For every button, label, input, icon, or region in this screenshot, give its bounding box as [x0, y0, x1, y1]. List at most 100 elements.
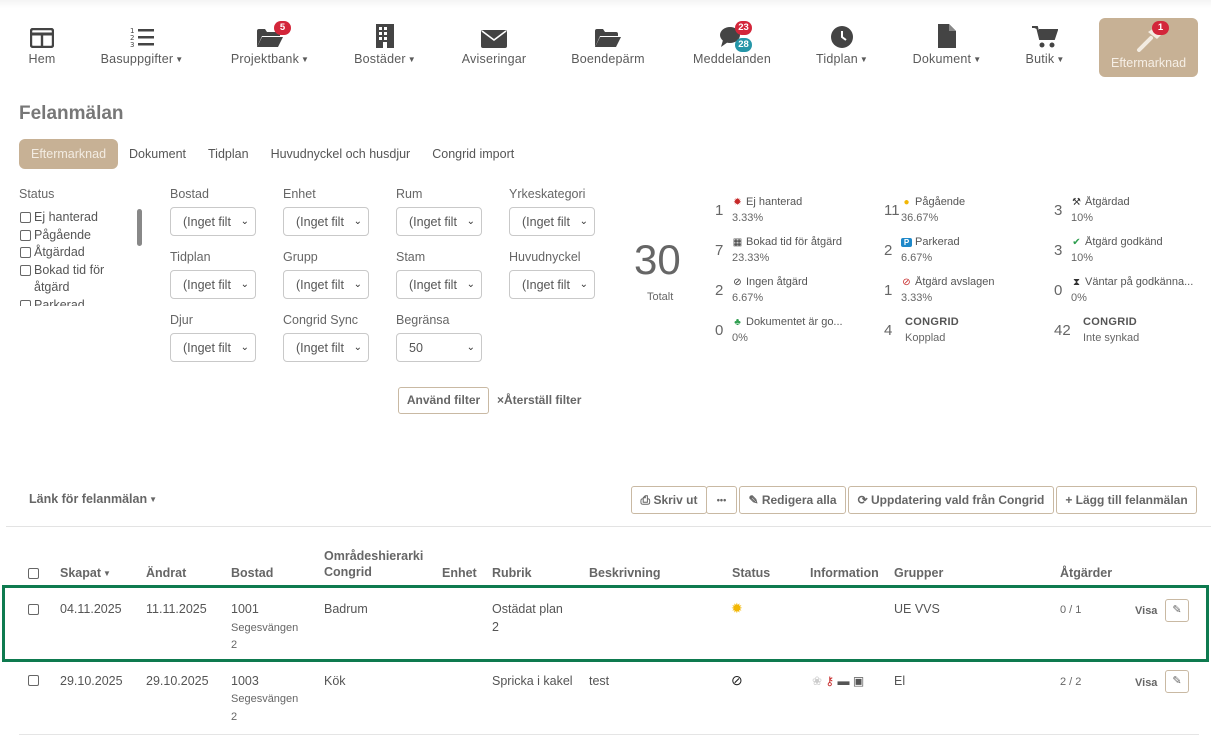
- bostad-select[interactable]: (Inget filt ⌄: [170, 207, 256, 236]
- col-andrat[interactable]: Ändrat: [146, 566, 187, 580]
- row-checkbox[interactable]: [28, 604, 39, 615]
- add-felanmalan-button[interactable]: + Lägg till felanmälan: [1056, 486, 1197, 514]
- col-skapat[interactable]: Skapat ▼: [60, 566, 111, 580]
- highlighted-row-outline: [2, 585, 1209, 662]
- col-omradeshierarki[interactable]: Områdeshierarki Congrid: [324, 549, 424, 579]
- status-filter: Status Ej hanterad Pågående Åtgärdad Bok…: [19, 187, 144, 306]
- yrkeskategori-select[interactable]: (Inget filt ⌄: [509, 207, 595, 236]
- col-information[interactable]: Information: [810, 566, 879, 580]
- cell-rubrik: Spricka i kakel: [492, 674, 573, 688]
- status-option[interactable]: Pågående: [19, 227, 139, 245]
- update-congrid-button[interactable]: ⟳ Uppdatering vald från Congrid: [848, 486, 1054, 514]
- checkbox[interactable]: [20, 264, 31, 276]
- col-bostad[interactable]: Bostad: [231, 566, 274, 580]
- col-beskrivning[interactable]: Beskrivning: [589, 566, 661, 580]
- check-icon: ✔: [1072, 237, 1081, 248]
- status-title: Status: [19, 187, 55, 201]
- nav-butik[interactable]: Butik ▼: [1021, 18, 1069, 78]
- chevron-down-icon: ⌄: [353, 216, 362, 227]
- col-status[interactable]: Status: [732, 566, 771, 580]
- nav-boendeparm[interactable]: Boendepärm: [566, 18, 650, 78]
- tab-tidplan[interactable]: Tidplan: [208, 147, 249, 161]
- projektbank-badge: 5: [274, 21, 291, 35]
- comment-icon: ▬: [837, 674, 850, 688]
- paw-icon: ❀: [812, 674, 823, 688]
- congrid-sync-select[interactable]: (Inget filt ⌄: [283, 333, 369, 362]
- tab-eftermarknad[interactable]: Eftermarknad: [19, 139, 119, 169]
- edit-row-button[interactable]: ✎: [1165, 670, 1189, 693]
- svg-text:2: 2: [130, 34, 134, 42]
- cell-rubrik-line2: 2: [492, 620, 499, 634]
- total-count: 30: [634, 236, 681, 283]
- visa-link[interactable]: Visa: [1135, 605, 1158, 617]
- reset-filter-button[interactable]: ×Återställ filter: [497, 393, 582, 407]
- cell-skapat: 29.10.2025: [60, 674, 123, 688]
- checkbox[interactable]: [20, 247, 31, 258]
- col-grupper[interactable]: Grupper: [894, 566, 944, 580]
- row-checkbox[interactable]: [28, 675, 39, 686]
- caret-down-icon: ▼: [407, 55, 416, 65]
- filter-yrkeskategori: Yrkeskategori (Inget filt ⌄: [509, 187, 599, 236]
- huvudnyckel-select[interactable]: (Inget filt ⌄: [509, 270, 595, 299]
- more-button[interactable]: •••: [706, 486, 737, 514]
- nav-aviseringar[interactable]: Aviseringar: [458, 18, 530, 78]
- cell-bostad[interactable]: 1001: [231, 602, 259, 616]
- status-scrollbar[interactable]: [137, 209, 142, 246]
- hammer-icon: ⚒: [1072, 197, 1081, 208]
- status-option[interactable]: Ej hanterad: [19, 209, 139, 227]
- caret-down-icon: ▼: [859, 55, 869, 65]
- images-icon: ▣: [852, 674, 865, 688]
- nav-projektbank[interactable]: 5 Projektbank ▼: [230, 21, 310, 66]
- filter-enhet: Enhet (Inget filt ⌄: [283, 187, 373, 236]
- sync-icon: ⟳: [857, 493, 872, 507]
- filter-djur: Djur (Inget filt ⌄: [170, 313, 260, 362]
- visa-link[interactable]: Visa: [1135, 677, 1158, 689]
- checkbox[interactable]: [20, 212, 31, 223]
- tidplan-select[interactable]: (Inget filt ⌄: [170, 270, 256, 299]
- djur-select[interactable]: (Inget filt ⌄: [170, 333, 256, 362]
- begransa-select[interactable]: 50 ⌄: [396, 333, 482, 362]
- cell-atgarder: 2 / 2: [1060, 676, 1082, 688]
- row-divider: [19, 734, 1199, 735]
- nav-bostader[interactable]: Bostäder ▼: [351, 18, 419, 78]
- status-option[interactable]: Åtgärdad: [19, 244, 139, 262]
- print-button[interactable]: ⎙ Skriv ut: [631, 486, 707, 514]
- status-option[interactable]: Parkerad: [19, 297, 139, 306]
- tab-congrid-import[interactable]: Congrid import: [432, 147, 515, 161]
- pencil-icon: ✎: [1172, 675, 1182, 687]
- col-enhet[interactable]: Enhet: [442, 566, 477, 580]
- tab-dokument[interactable]: Dokument: [129, 147, 187, 161]
- enhet-select[interactable]: (Inget filt ⌄: [283, 207, 369, 236]
- edit-all-button[interactable]: ✎ Redigera alla: [739, 486, 846, 514]
- chevron-down-icon: ⌄: [353, 342, 362, 353]
- nav-eftermarknad[interactable]: 1 Eftermarknad: [1099, 18, 1198, 77]
- svg-text:3: 3: [130, 41, 134, 48]
- link-felanmalan-dropdown[interactable]: Länk för felanmälan ▼: [29, 492, 158, 506]
- tab-huvudnyckel[interactable]: Huvudnyckel och husdjur: [270, 147, 411, 161]
- stam-select[interactable]: (Inget filt ⌄: [396, 270, 482, 299]
- select-all-checkbox[interactable]: [28, 568, 39, 579]
- rum-select[interactable]: (Inget filt ⌄: [396, 207, 482, 236]
- folder-icon: [595, 29, 621, 47]
- col-rubrik[interactable]: Rubrik: [492, 566, 532, 580]
- filter-tidplan: Tidplan (Inget filt ⌄: [170, 250, 260, 299]
- chevron-down-icon: ⌄: [466, 342, 475, 353]
- nav-dokument[interactable]: Dokument ▼: [909, 18, 985, 78]
- checkbox[interactable]: [20, 299, 31, 306]
- grupp-select[interactable]: (Inget filt ⌄: [283, 270, 369, 299]
- col-atgarder[interactable]: Åtgärder: [1060, 566, 1113, 580]
- status-list[interactable]: Ej hanterad Pågående Åtgärdad Bokad tid …: [19, 209, 139, 306]
- nav-meddelanden[interactable]: 23 28 Meddelanden: [693, 21, 771, 66]
- apply-filter-button[interactable]: Använd filter: [398, 387, 489, 414]
- status-option[interactable]: Bokad tid för åtgärd: [19, 262, 139, 297]
- nav-hem[interactable]: Hem: [22, 18, 62, 78]
- caret-down-icon: ▼: [175, 55, 184, 65]
- nav-tidplan[interactable]: Tidplan ▼: [813, 18, 871, 78]
- filter-huvudnyckel: Huvudnyckel (Inget filt ⌄: [509, 250, 599, 299]
- cell-bostad[interactable]: 1003: [231, 674, 259, 688]
- checkbox[interactable]: [20, 229, 31, 241]
- cell-beskrivning: test: [589, 674, 610, 688]
- edit-row-button[interactable]: ✎: [1165, 599, 1189, 622]
